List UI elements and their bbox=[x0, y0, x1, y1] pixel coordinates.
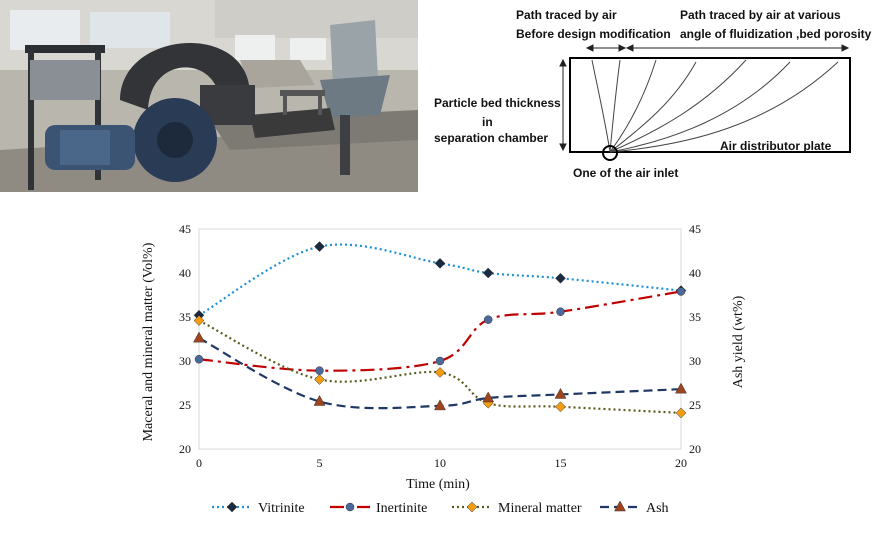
various-width-arrow bbox=[625, 44, 850, 52]
equipment-photo-drawing bbox=[0, 0, 418, 192]
data-point-3 bbox=[193, 331, 205, 343]
y-tick-label-left: 25 bbox=[179, 398, 191, 412]
legend-marker bbox=[614, 500, 626, 512]
label-before-line1: Path traced by air bbox=[516, 8, 617, 22]
bed-label-line2: in bbox=[482, 115, 493, 129]
legend-item-3: Ash bbox=[600, 500, 669, 516]
x-tick-label: 15 bbox=[555, 456, 567, 470]
equipment-photo bbox=[0, 0, 418, 192]
legend-label: Inertinite bbox=[376, 501, 427, 516]
data-point-1 bbox=[676, 287, 686, 296]
data-point-1 bbox=[435, 356, 445, 366]
x-tick-label: 20 bbox=[675, 456, 687, 470]
data-point-2 bbox=[193, 315, 205, 326]
y-tick-label-right: 45 bbox=[689, 222, 701, 236]
schematic-drawing: Path traced by air Before design modific… bbox=[434, 8, 872, 180]
data-point-1 bbox=[315, 366, 324, 375]
series-line-3 bbox=[198, 337, 682, 410]
series-line-0 bbox=[198, 243, 682, 317]
data-point-3 bbox=[313, 394, 326, 406]
legend-marker bbox=[345, 502, 355, 512]
legend-item-1: Inertinite bbox=[330, 501, 427, 516]
bed-label-line3: separation chamber bbox=[434, 131, 548, 145]
y-tick-label-left: 30 bbox=[179, 354, 191, 368]
y-axis-label-right: Ash yield (wt%) bbox=[731, 295, 746, 388]
data-point-1 bbox=[556, 307, 565, 316]
legend: Vitrinite Inertinite Mineral matter Ash bbox=[212, 500, 669, 516]
data-point-2 bbox=[434, 367, 446, 378]
y-tick-label-left: 35 bbox=[179, 310, 191, 324]
air-inlet-circle bbox=[602, 145, 618, 161]
legend-marker bbox=[466, 501, 478, 513]
y-tick-label-right: 35 bbox=[689, 310, 701, 324]
data-point-3 bbox=[434, 399, 446, 411]
y-tick-label-right: 20 bbox=[689, 442, 701, 456]
data-point-3 bbox=[554, 387, 567, 399]
before-width-arrow bbox=[585, 44, 627, 52]
bed-thickness-arrow bbox=[559, 58, 567, 152]
data-point-0 bbox=[482, 267, 494, 279]
data-point-0 bbox=[314, 241, 325, 252]
x-tick-label: 10 bbox=[434, 456, 446, 470]
data-point-1 bbox=[194, 354, 204, 364]
data-point-3 bbox=[482, 391, 495, 403]
y-tick-label-left: 40 bbox=[179, 266, 191, 280]
legend-label: Ash bbox=[646, 501, 669, 516]
y-tick-label-left: 20 bbox=[179, 442, 191, 456]
data-point-0 bbox=[555, 272, 566, 284]
x-tick-label: 5 bbox=[317, 456, 323, 470]
x-tick-label: 0 bbox=[196, 456, 202, 470]
label-various-line1: Path traced by air at various bbox=[680, 8, 841, 22]
chart-container: 20 20 25 25 30 30 35 35 40 40 45 45 0 5 10 15 20 Time (m… bbox=[0, 205, 887, 531]
legend-label: Mineral matter bbox=[498, 501, 582, 516]
y-tick-label-left: 45 bbox=[179, 222, 191, 236]
legend-item-0: Vitrinite bbox=[212, 501, 305, 516]
x-axis-label: Time (min) bbox=[406, 477, 470, 492]
inlet-label: One of the air inlet bbox=[573, 166, 678, 180]
data-point-2 bbox=[675, 407, 687, 419]
data-point-3 bbox=[675, 382, 687, 394]
y-axis-label-left: Maceral and mineral matter (Vol%) bbox=[141, 242, 156, 441]
bed-label-line1: Particle bed thickness bbox=[434, 96, 561, 110]
distributor-label: Air distributor plate bbox=[720, 139, 832, 153]
y-tick-label-right: 40 bbox=[689, 266, 701, 280]
air-path-schematic: Path traced by air Before design modific… bbox=[420, 0, 887, 200]
label-various-line2: angle of fluidization ,bed porosity bbox=[680, 27, 872, 41]
y-tick-label-right: 30 bbox=[689, 354, 701, 368]
air-path-lines bbox=[591, 59, 839, 153]
data-point-0 bbox=[434, 257, 446, 269]
separation-chamber-box bbox=[569, 57, 851, 153]
data-point-1 bbox=[483, 315, 493, 324]
series-line-2 bbox=[198, 319, 682, 415]
legend-item-2: Mineral matter bbox=[452, 501, 582, 516]
y-tick-label-right: 25 bbox=[689, 398, 701, 412]
data-point-2 bbox=[555, 401, 566, 413]
legend-label: Vitrinite bbox=[258, 501, 305, 516]
data-point-2 bbox=[314, 374, 325, 385]
label-before-line2: Before design modification bbox=[516, 27, 671, 41]
legend-marker bbox=[226, 501, 238, 513]
